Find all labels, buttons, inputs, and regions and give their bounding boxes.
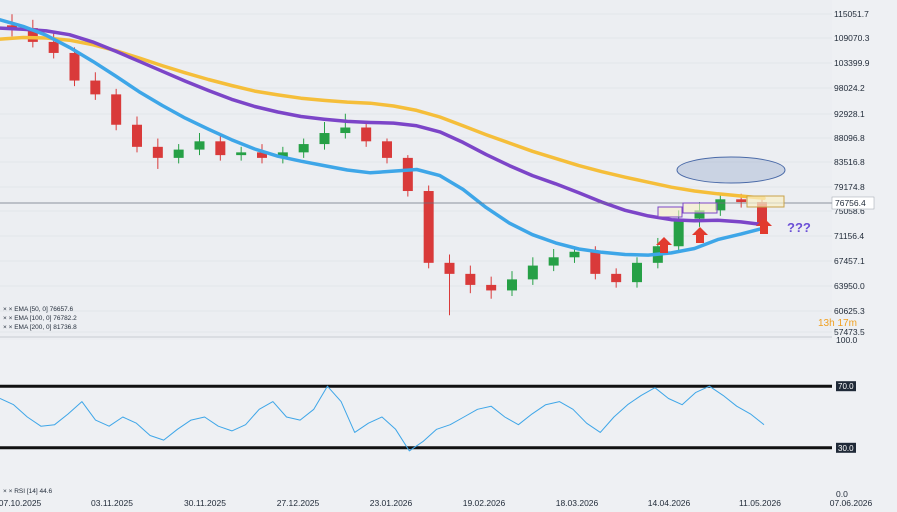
price-tick-label: 98024.2 xyxy=(834,83,865,93)
current-price-box xyxy=(831,196,875,210)
candle-body xyxy=(319,133,330,145)
candle-body xyxy=(69,52,80,81)
candle-body xyxy=(507,279,517,291)
candle-body xyxy=(694,210,705,219)
candle-body xyxy=(277,152,288,158)
candle-body xyxy=(152,146,163,158)
candle-body xyxy=(173,149,184,158)
question-marks: ??? xyxy=(787,220,811,235)
price-tick-label: 57473.5 xyxy=(834,327,865,337)
ema-line xyxy=(0,35,766,200)
candle-body xyxy=(48,41,59,53)
candle-body xyxy=(444,262,455,274)
legend-entry: × × EMA [50, 0] 76657.6 xyxy=(3,306,73,313)
candle-body xyxy=(298,144,309,153)
candle-body xyxy=(7,25,17,29)
candle-body xyxy=(402,157,413,192)
rsi-level-badge xyxy=(836,442,856,453)
candle-countdown: 13h 17m xyxy=(818,318,857,329)
price-tick-label: 83516.8 xyxy=(834,157,865,167)
rsi-tick-label: 30.0 xyxy=(838,444,854,453)
support-box xyxy=(657,206,683,218)
candle-body xyxy=(715,199,726,211)
current-price-label: 76756.4 xyxy=(835,198,866,208)
annotations: ??? 13h 17m xyxy=(0,156,857,329)
candle-body xyxy=(132,124,142,147)
candle-body xyxy=(548,257,559,266)
price-tick-label: 67457.1 xyxy=(834,256,865,266)
candle-body xyxy=(632,262,642,283)
legend-entry: × × EMA [200, 0] 81736.8 xyxy=(3,324,77,331)
candle-body xyxy=(465,273,476,285)
candle-body xyxy=(236,152,247,156)
date-tick-label: 19.02.2026 xyxy=(463,498,506,508)
rsi-tick-label: 0.0 xyxy=(836,489,848,499)
candle-body xyxy=(736,199,747,203)
date-tick-label: 18.03.2026 xyxy=(556,498,599,508)
price-axis: 115051.7 109070.3 103399.9 98024.2 92928.1 88… xyxy=(831,9,875,337)
date-tick-label: 14.04.2026 xyxy=(648,498,691,508)
ema-line xyxy=(0,26,766,227)
legend-entry: × × EMA [100, 0] 76782.2 xyxy=(3,315,77,322)
date-tick-label: 23.01.2026 xyxy=(370,498,413,508)
candle-body xyxy=(257,152,267,158)
rsi-legend-entry: × × RSI [14] 44.6 xyxy=(3,488,53,495)
candle-body xyxy=(27,28,38,42)
ema-lines xyxy=(0,18,766,257)
ema-line xyxy=(0,18,766,257)
date-tick-label: 27.12.2025 xyxy=(277,498,320,508)
rsi-tick-label: 100.0 xyxy=(836,335,858,345)
candle-body xyxy=(382,141,392,158)
candle-body xyxy=(423,191,434,263)
price-tick-label: 92928.1 xyxy=(834,109,865,119)
up-arrow-icon xyxy=(656,237,672,253)
date-tick-label: 07.06.2026 xyxy=(830,498,873,508)
candle-body xyxy=(569,251,580,258)
date-tick-label: 07.10.2025 xyxy=(0,498,42,508)
candle-body xyxy=(340,127,351,134)
price-tick-label: 63950.0 xyxy=(834,281,865,291)
candle-body xyxy=(757,202,767,225)
price-tick-label: 71156.4 xyxy=(834,231,864,241)
price-tick-label: 60625.3 xyxy=(834,306,865,316)
rsi-tick-label: 70.0 xyxy=(838,382,854,391)
up-arrow-icon xyxy=(692,227,708,243)
candle-body xyxy=(111,94,122,125)
candle-body xyxy=(90,80,101,95)
rsi-line xyxy=(0,385,765,452)
price-tick-label: 103399.9 xyxy=(834,58,870,68)
candle-body xyxy=(194,141,205,150)
up-arrow-icon xyxy=(756,218,772,234)
date-tick-label: 11.05.2026 xyxy=(739,498,781,508)
time-axis: 07.10.2025 03.11.2025 30.11.2025 27.12.2025… xyxy=(0,498,873,508)
candles xyxy=(7,14,767,316)
candle-body xyxy=(215,141,226,156)
price-tick-label: 79174.8 xyxy=(834,182,865,192)
price-tick-label: 115051.7 xyxy=(834,9,869,19)
candle-body xyxy=(361,127,372,142)
highlight-ellipse xyxy=(676,156,786,184)
candle-body xyxy=(611,273,622,283)
candle-body xyxy=(673,218,684,247)
rsi-level-badge xyxy=(836,381,856,392)
price-tick-label: 109070.3 xyxy=(834,33,870,43)
rsi-panel: 100.0 70.0 30.0 0.0 × × RSI [14] 44.6 xyxy=(0,335,858,499)
support-box xyxy=(746,195,785,208)
candle-body xyxy=(486,284,497,291)
date-tick-label: 03.11.2025 xyxy=(91,498,133,508)
price-tick-label: 75058.6 xyxy=(834,206,865,216)
price-tick-label: 88096.8 xyxy=(834,133,865,143)
date-tick-label: 30.11.2025 xyxy=(184,498,226,508)
candle-body xyxy=(590,251,601,274)
legend: × × EMA [50, 0] 76657.6 × × EMA [100, 0] … xyxy=(3,306,77,331)
candle-body xyxy=(527,265,538,280)
support-box xyxy=(682,202,718,214)
